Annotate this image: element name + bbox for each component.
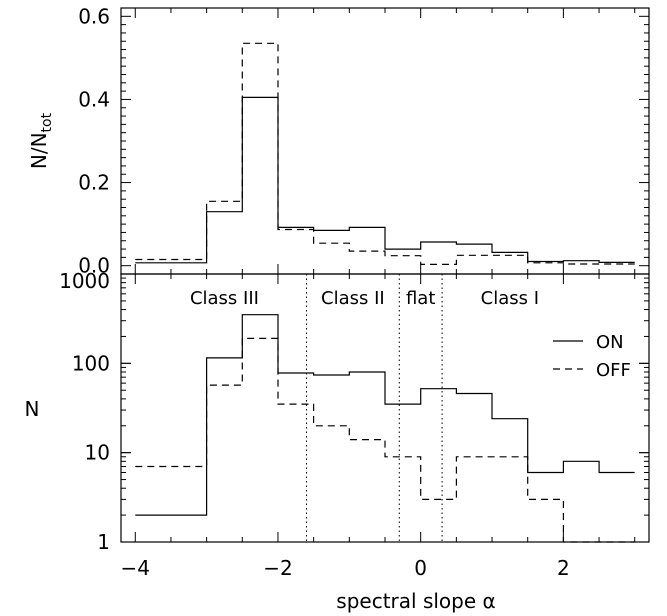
top-y-axis-label-sub: tot [39, 112, 55, 132]
top-y-axis-label: N/Ntot [27, 112, 55, 169]
top-histogram-on [135, 96, 635, 264]
bottom-y-tick-label: 1 [97, 530, 110, 554]
bottom-panel-ticks [121, 273, 649, 543]
top-y-tick-label: 0.6 [78, 4, 110, 28]
x-tick-label: 2 [557, 556, 570, 580]
class-label: Class III [190, 288, 259, 309]
x-tick-labels: −4 −2 0 2 [121, 556, 570, 580]
x-tick-label: −4 [121, 556, 150, 580]
legend-label-on: ON [596, 332, 624, 353]
class-label: Class I [481, 288, 539, 309]
bottom-panel-frame [120, 273, 650, 543]
top-y-tick-label: 0.4 [78, 87, 110, 111]
class-labels: Class III Class II flat Class I [190, 288, 539, 309]
bottom-y-axis-label: N [25, 397, 40, 421]
top-panel-histograms [135, 42, 635, 265]
top-panel-ticks [121, 8, 649, 274]
class-label: Class II [321, 288, 385, 309]
top-histogram-off [135, 42, 635, 265]
x-tick-label: 0 [414, 556, 427, 580]
legend: ON OFF [553, 332, 631, 381]
bottom-y-tick-label: 10 [85, 441, 110, 465]
x-axis-label: spectral slope α [336, 589, 495, 613]
class-boundaries [306, 274, 443, 542]
legend-label-off: OFF [596, 360, 631, 381]
bottom-histogram-on [135, 314, 635, 516]
top-panel-y-tick-labels: 0.0 0.2 0.4 0.6 [78, 4, 110, 277]
top-y-tick-label: 0.2 [78, 171, 110, 195]
class-label: flat [406, 288, 435, 309]
bottom-panel-histograms [135, 314, 635, 543]
top-y-tick-label: 0.0 [78, 254, 110, 278]
bottom-y-tick-label: 100 [72, 351, 110, 375]
top-y-axis-label-main: N/N [27, 132, 51, 169]
bottom-y-tick-label: 1000 [59, 269, 110, 293]
x-tick-label: −2 [263, 556, 292, 580]
bottom-panel-y-tick-labels: 1 10 100 1000 [59, 269, 110, 554]
